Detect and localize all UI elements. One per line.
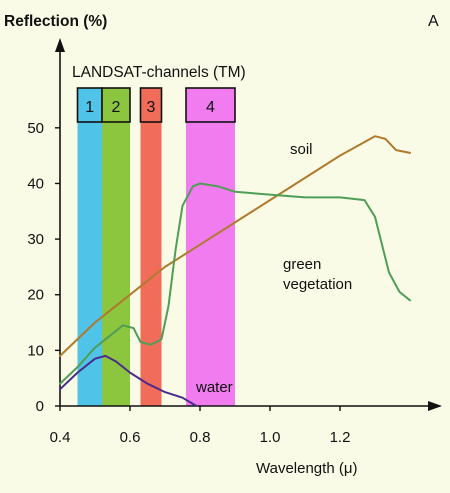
x-axis-arrow bbox=[428, 401, 442, 411]
x-axis-title: Wavelength (μ) bbox=[256, 460, 357, 477]
band-2-box bbox=[101, 87, 131, 123]
band-1-label: 1 bbox=[85, 99, 94, 116]
x-tick-label: 0.6 bbox=[120, 429, 141, 446]
band-3-label: 3 bbox=[147, 99, 156, 116]
y-tick-label: 40 bbox=[27, 175, 44, 192]
series-label-soil: soil bbox=[290, 141, 313, 158]
band-1-box bbox=[76, 87, 103, 123]
band-2-fill bbox=[102, 122, 130, 406]
series-label-green-vegetation: green vegetation bbox=[283, 256, 352, 293]
landsat-bands: 1 2 3 4 bbox=[76, 87, 236, 406]
series-line-water bbox=[59, 354, 198, 407]
y-tick-label: 20 bbox=[27, 287, 44, 304]
x-tick-label: 1.0 bbox=[260, 429, 281, 446]
band-4-label: 4 bbox=[206, 99, 215, 116]
tick-labels: 0 10 20 30 40 50 0.4 0.6 0.8 1.0 1.2 bbox=[27, 120, 350, 446]
x-tick-label: 0.8 bbox=[190, 429, 211, 446]
y-tick-label: 50 bbox=[27, 120, 44, 137]
series-lines bbox=[59, 135, 411, 407]
y-axis-title: Reflection (%) bbox=[4, 13, 107, 30]
band-4-fill bbox=[186, 122, 235, 406]
y-axis-arrow bbox=[55, 38, 65, 52]
band-3-box bbox=[139, 87, 163, 123]
x-tick-label: 0.4 bbox=[50, 429, 71, 446]
bands-title: LANDSAT-channels (TM) bbox=[72, 64, 246, 81]
panel-label: A bbox=[428, 13, 439, 30]
axes bbox=[55, 38, 442, 411]
y-tick-label: 0 bbox=[36, 398, 44, 415]
y-tick-label: 10 bbox=[27, 342, 44, 359]
series-line-soil bbox=[59, 135, 411, 357]
series-line-green-vegetation bbox=[59, 182, 411, 385]
band-4-box bbox=[185, 87, 236, 123]
y-tick-label: 30 bbox=[27, 231, 44, 248]
band-3-fill bbox=[140, 122, 162, 406]
x-tick-label: 1.2 bbox=[330, 429, 351, 446]
series-label-water: water bbox=[195, 379, 233, 396]
band-2-label: 2 bbox=[112, 99, 121, 116]
